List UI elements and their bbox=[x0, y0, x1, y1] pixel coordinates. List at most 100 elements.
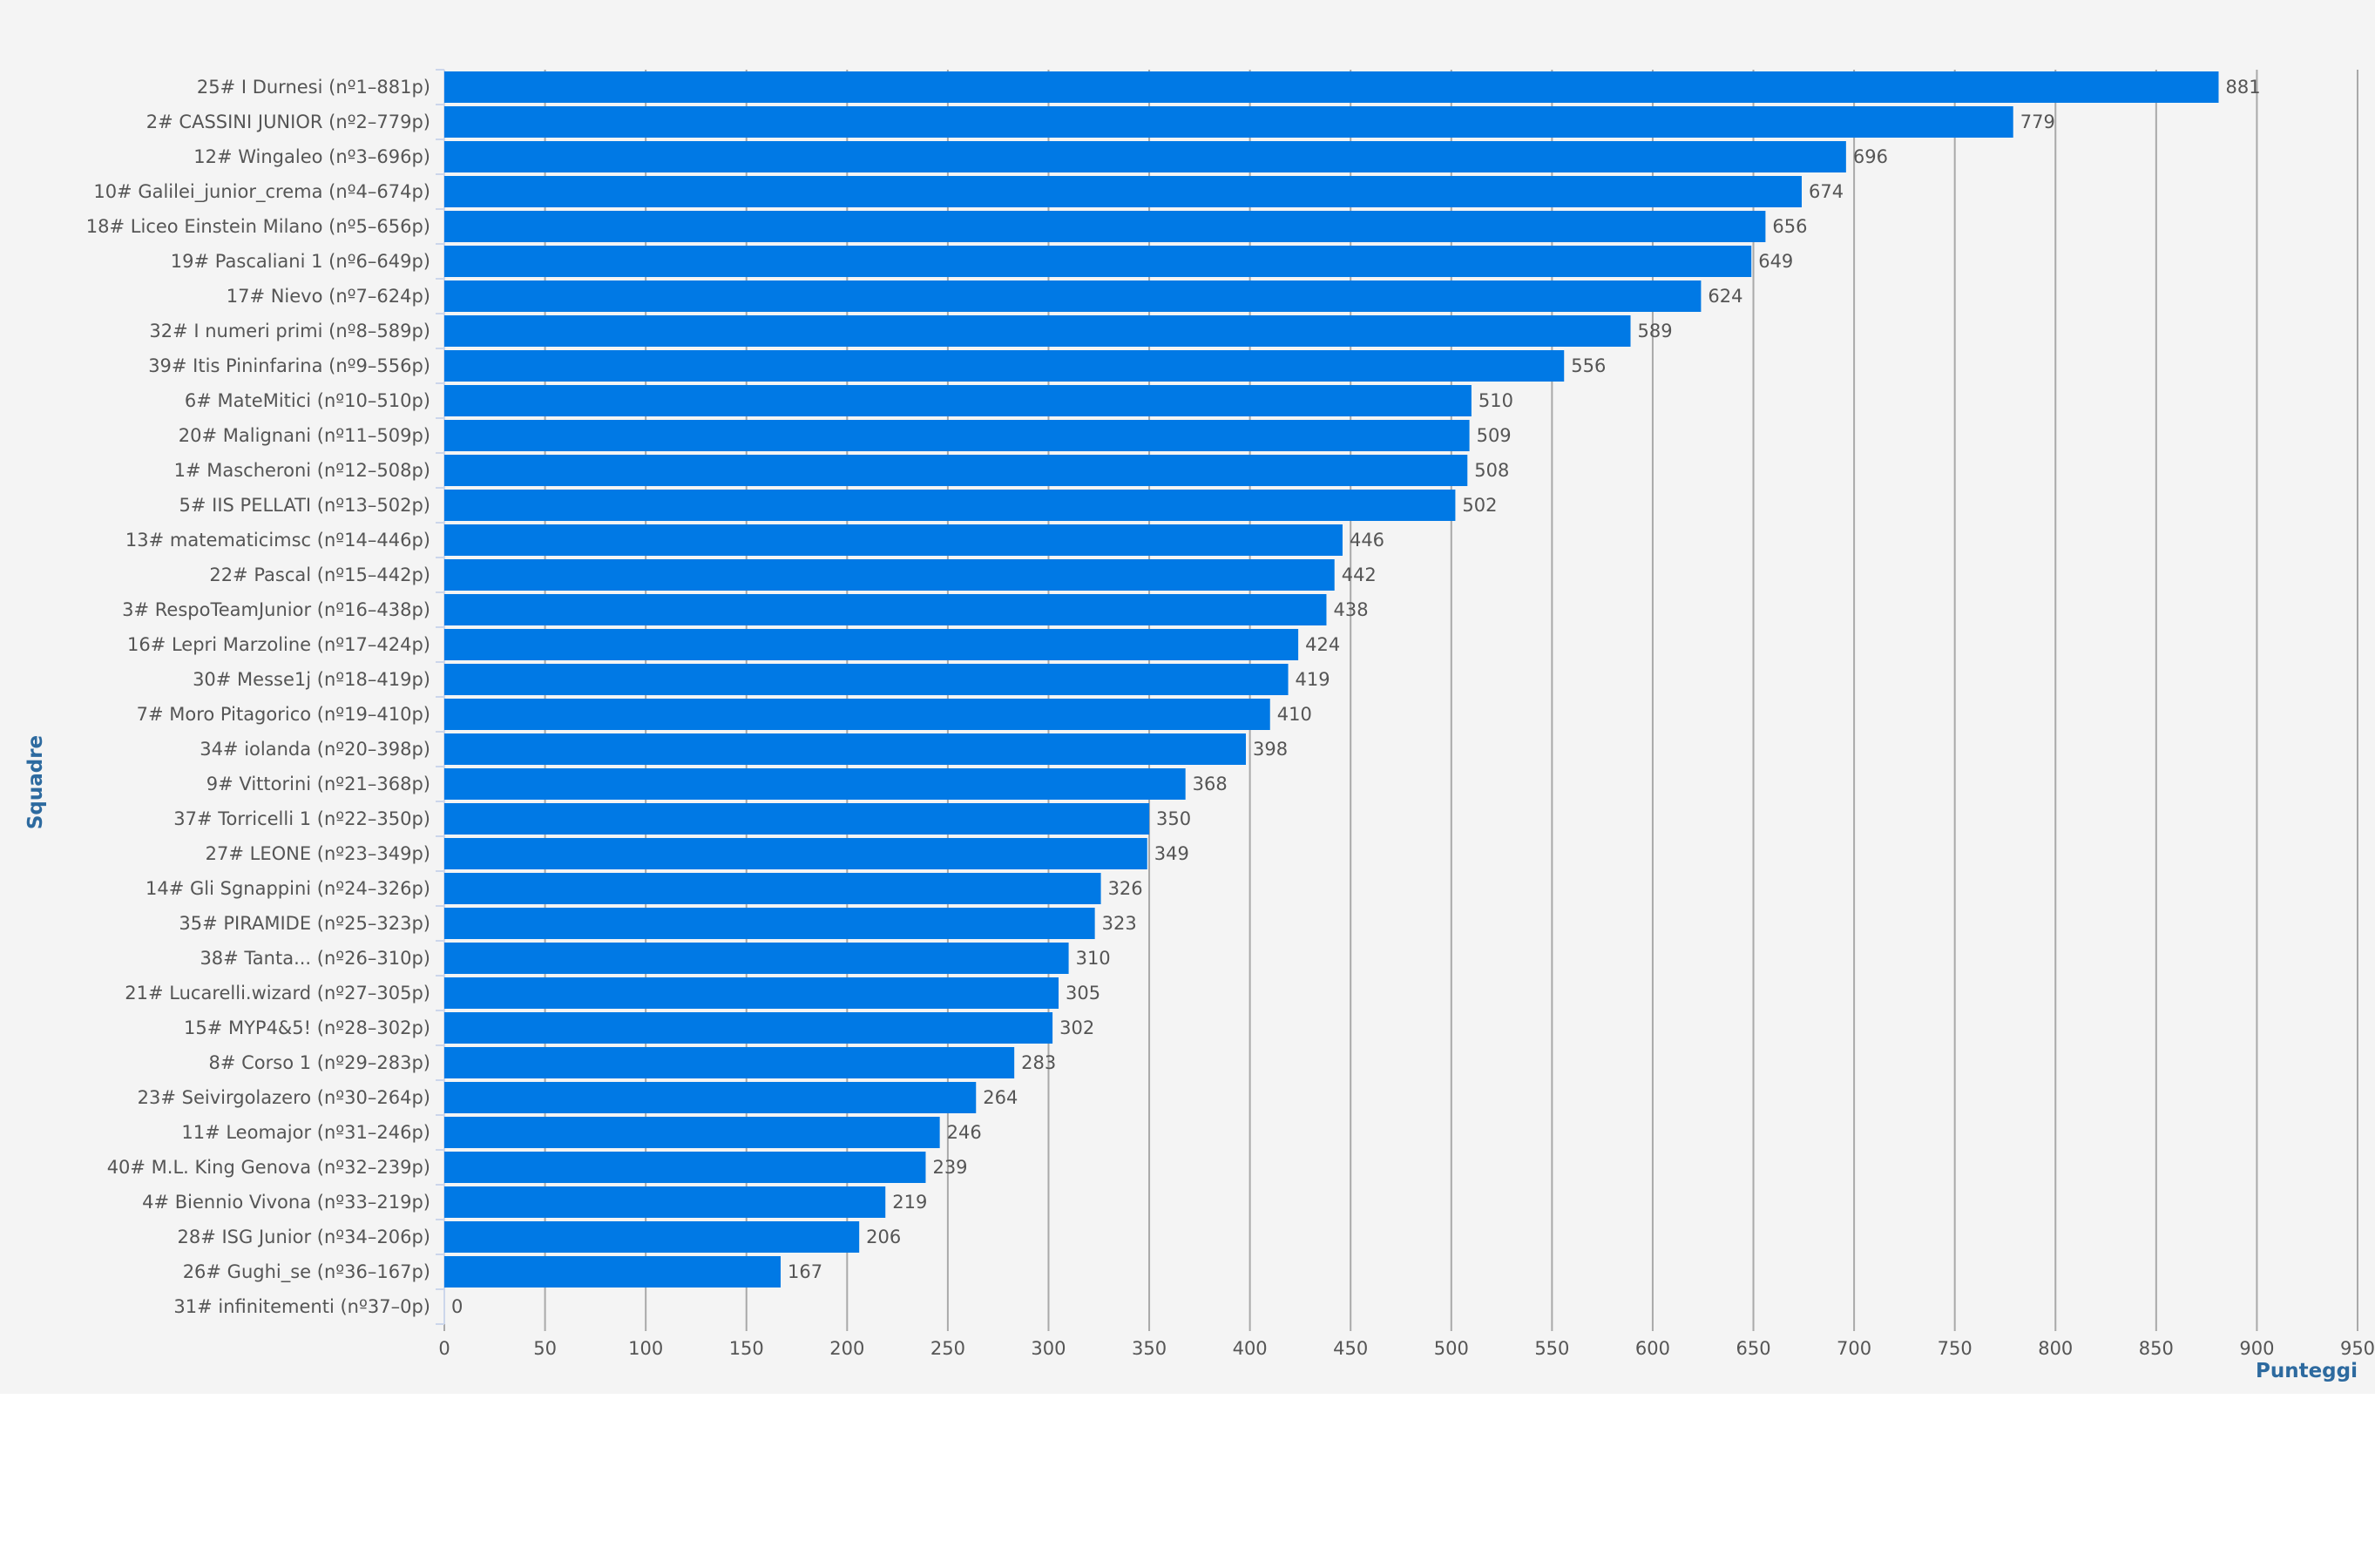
data-label: 881 bbox=[2226, 77, 2261, 98]
data-label: 446 bbox=[1350, 530, 1384, 551]
data-label: 410 bbox=[1277, 704, 1312, 725]
category-label: 3# RespoTeamJunior (nº16–438p) bbox=[122, 599, 430, 620]
category-label: 21# Lucarelli.wizard (nº27–305p) bbox=[125, 983, 430, 1004]
bar[interactable] bbox=[444, 1012, 1053, 1044]
bar[interactable] bbox=[444, 803, 1150, 835]
bar[interactable] bbox=[444, 699, 1270, 730]
bar[interactable] bbox=[444, 873, 1101, 904]
bar[interactable] bbox=[444, 420, 1470, 451]
x-tick-label: 900 bbox=[2239, 1338, 2274, 1359]
category-label: 32# I numeri primi (nº8–589p) bbox=[149, 321, 430, 341]
data-label: 438 bbox=[1333, 599, 1368, 620]
data-label: 350 bbox=[1156, 808, 1191, 829]
data-label: 368 bbox=[1193, 774, 1228, 794]
data-label: 502 bbox=[1462, 495, 1497, 516]
bar[interactable] bbox=[444, 908, 1095, 939]
bar[interactable] bbox=[444, 943, 1069, 974]
bar[interactable] bbox=[444, 1221, 860, 1253]
category-label: 6# MateMitici (nº10–510p) bbox=[185, 390, 430, 411]
x-tick-label: 100 bbox=[628, 1338, 663, 1359]
bar[interactable] bbox=[444, 1186, 886, 1218]
data-label: 509 bbox=[1477, 425, 1512, 446]
data-label: 349 bbox=[1154, 843, 1189, 864]
data-label: 696 bbox=[1853, 146, 1888, 167]
category-label: 31# infinitementi (nº37–0p) bbox=[173, 1296, 430, 1317]
bar[interactable] bbox=[444, 455, 1468, 486]
category-label: 10# Galilei_junior_crema (nº4–674p) bbox=[93, 181, 430, 203]
bar[interactable] bbox=[444, 977, 1059, 1009]
bar[interactable] bbox=[444, 350, 1565, 382]
data-label: 283 bbox=[1021, 1052, 1056, 1073]
x-tick-label: 750 bbox=[1938, 1338, 1972, 1359]
bar[interactable] bbox=[444, 664, 1289, 695]
data-label: 624 bbox=[1708, 286, 1742, 307]
category-label: 13# matematicimsc (nº14–446p) bbox=[125, 530, 430, 551]
bar[interactable] bbox=[444, 629, 1299, 660]
bar[interactable] bbox=[444, 71, 2219, 103]
data-label: 239 bbox=[932, 1157, 967, 1178]
bar[interactable] bbox=[444, 1117, 940, 1148]
category-label: 28# ISG Junior (nº34–206p) bbox=[178, 1227, 431, 1247]
category-label: 40# M.L. King Genova (nº32–239p) bbox=[107, 1157, 430, 1178]
bar[interactable] bbox=[444, 1256, 782, 1288]
bar[interactable] bbox=[444, 559, 1335, 591]
category-label: 19# Pascaliani 1 (nº6–649p) bbox=[171, 251, 430, 272]
bar[interactable] bbox=[444, 176, 1803, 207]
y-axis-title: Squadre bbox=[24, 735, 47, 829]
category-label: 18# Liceo Einstein Milano (nº5–656p) bbox=[86, 216, 430, 237]
bar[interactable] bbox=[444, 1082, 977, 1113]
data-label: 589 bbox=[1638, 321, 1673, 341]
x-tick-label: 0 bbox=[438, 1338, 450, 1359]
data-label: 326 bbox=[1108, 878, 1143, 899]
category-label: 39# Itis Pininfarina (nº9–556p) bbox=[148, 355, 430, 376]
bar[interactable] bbox=[444, 490, 1456, 521]
x-tick-label: 800 bbox=[2038, 1338, 2073, 1359]
category-label: 7# Moro Pitagorico (nº19–410p) bbox=[137, 704, 430, 725]
x-tick-label: 350 bbox=[1132, 1338, 1167, 1359]
data-label: 424 bbox=[1305, 634, 1340, 655]
category-label: 23# Seivirgolazero (nº30–264p) bbox=[138, 1087, 430, 1108]
data-label: 0 bbox=[451, 1296, 463, 1317]
bar[interactable] bbox=[444, 211, 1766, 242]
category-label: 30# Messe1j (nº18–419p) bbox=[193, 669, 430, 690]
bar[interactable] bbox=[444, 838, 1147, 869]
bar[interactable] bbox=[444, 385, 1472, 416]
bar[interactable] bbox=[444, 768, 1186, 800]
x-tick-label: 500 bbox=[1434, 1338, 1469, 1359]
data-label: 649 bbox=[1758, 251, 1793, 272]
category-label: 27# LEONE (nº23–349p) bbox=[206, 843, 430, 864]
bars bbox=[444, 71, 2219, 1288]
category-label: 5# IIS PELLATI (nº13–502p) bbox=[179, 495, 431, 516]
data-label: 310 bbox=[1076, 948, 1111, 969]
data-label: 246 bbox=[947, 1122, 982, 1143]
category-label: 11# Leomajor (nº31–246p) bbox=[181, 1122, 430, 1143]
bar[interactable] bbox=[444, 1047, 1015, 1078]
x-tick-label: 850 bbox=[2139, 1338, 2174, 1359]
bar[interactable] bbox=[444, 280, 1702, 312]
bar[interactable] bbox=[444, 524, 1343, 556]
x-tick-label: 400 bbox=[1233, 1338, 1268, 1359]
bar[interactable] bbox=[444, 141, 1846, 172]
data-label: 219 bbox=[892, 1192, 927, 1213]
category-label: 22# Pascal (nº15–442p) bbox=[209, 564, 430, 585]
bar[interactable] bbox=[444, 1152, 926, 1183]
x-tick-label: 550 bbox=[1534, 1338, 1569, 1359]
data-label: 556 bbox=[1571, 355, 1606, 376]
bar[interactable] bbox=[444, 315, 1631, 347]
bar[interactable] bbox=[444, 106, 2013, 138]
bar[interactable] bbox=[444, 246, 1752, 277]
category-label: 34# iolanda (nº20–398p) bbox=[200, 739, 430, 760]
bar-chart: 25# I Durnesi (nº1–881p) 2# CASSINI JUNIO… bbox=[24, 69, 2375, 1382]
data-label: 302 bbox=[1059, 1017, 1094, 1038]
category-label: 9# Vittorini (nº21–368p) bbox=[206, 774, 430, 794]
data-label: 206 bbox=[866, 1227, 901, 1247]
x-tick-label: 950 bbox=[2340, 1338, 2375, 1359]
x-tick-label: 150 bbox=[729, 1338, 764, 1359]
bar[interactable] bbox=[444, 733, 1247, 765]
category-label: 12# Wingaleo (nº3–696p) bbox=[193, 146, 430, 167]
x-tick-label: 300 bbox=[1031, 1338, 1066, 1359]
data-label: 167 bbox=[788, 1261, 822, 1282]
bar[interactable] bbox=[444, 594, 1327, 625]
category-label: 26# Gughi_se (nº36–167p) bbox=[183, 1261, 430, 1283]
